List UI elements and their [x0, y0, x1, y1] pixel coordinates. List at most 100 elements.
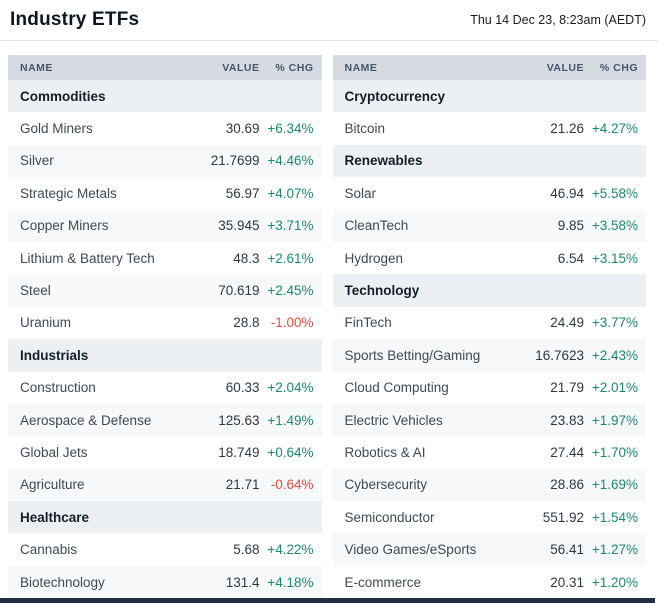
footer-bar	[0, 598, 655, 603]
etf-name: Bitcoin	[344, 121, 386, 137]
section-header-row: Cryptocurrency	[332, 80, 646, 113]
etf-change: +4.46%	[267, 153, 314, 169]
etf-name: Sports Betting/Gaming	[344, 347, 481, 363]
etf-value: 27.44	[550, 444, 584, 460]
etf-value: 23.83	[550, 412, 584, 428]
etf-name: Silver	[20, 153, 54, 169]
etf-change: -0.64%	[270, 477, 314, 493]
etf-row[interactable]: FinTech 24.49 +3.77%	[333, 307, 647, 339]
etf-name: Construction	[20, 380, 96, 396]
etf-row[interactable]: Semiconductor 551.92 +1.54%	[333, 501, 647, 533]
etf-value: 46.94	[550, 185, 584, 201]
etf-change: +3.71%	[267, 218, 314, 234]
etf-row[interactable]: Biotechnology 131.4 +4.18%	[8, 565, 322, 599]
etf-change: +2.45%	[267, 283, 314, 299]
etf-value: 21.26	[550, 121, 584, 137]
column-change: % CHG	[599, 61, 638, 74]
etf-value: 35.945	[218, 218, 260, 234]
etf-name: Cannabis	[20, 542, 78, 558]
etf-row[interactable]: Cloud Computing 21.79 +2.01%	[333, 372, 647, 404]
header-divider	[0, 40, 658, 41]
etf-change: +2.04%	[267, 380, 314, 396]
etf-table-right: NAME VALUE % CHG Cryptocurrency Bitcoin 21.26…	[332, 55, 647, 600]
etf-row[interactable]: Uranium 28.8 -1.00%	[8, 307, 322, 339]
etf-change: +1.20%	[591, 574, 638, 590]
etf-value: 20.31	[550, 574, 584, 590]
etf-change: +4.22%	[267, 542, 314, 558]
etf-row[interactable]: Bitcoin 21.26 +4.27%	[333, 112, 647, 144]
etf-name: FinTech	[344, 315, 392, 331]
etf-change: +1.69%	[591, 477, 638, 493]
etf-change: +1.49%	[267, 412, 314, 428]
etf-value: 5.68	[233, 542, 260, 558]
etf-row[interactable]: Hydrogen 6.54 +3.15%	[333, 242, 647, 274]
etf-value: 56.41	[550, 542, 584, 558]
etf-value: 21.7699	[210, 153, 260, 169]
etf-value: 21.71	[225, 477, 260, 493]
etf-row[interactable]: Cannabis 5.68 +4.22%	[8, 533, 322, 565]
etf-name: Aerospace & Defense	[20, 412, 152, 428]
section-label: Industrials	[20, 347, 89, 363]
etf-row[interactable]: Construction 60.33 +2.04%	[8, 372, 322, 404]
etf-value: 24.49	[550, 315, 584, 331]
section-label: Commodities	[20, 88, 106, 104]
etf-name: Robotics & AI	[344, 444, 426, 460]
etf-row[interactable]: Solar 46.94 +5.58%	[333, 177, 647, 209]
column-name: NAME	[344, 61, 378, 74]
table-header-row: NAME VALUE % CHG	[332, 55, 646, 80]
section-label: Technology	[344, 283, 420, 299]
etf-value: 16.7623	[535, 347, 584, 363]
etf-row[interactable]: Copper Miners 35.945 +3.71%	[8, 209, 322, 242]
etf-row[interactable]: Global Jets 18.749 +0.64%	[8, 436, 322, 468]
etf-row[interactable]: CleanTech 9.85 +3.58%	[332, 209, 646, 242]
etf-row[interactable]: Gold Miners 30.69 +6.34%	[8, 112, 322, 144]
etf-value: 70.619	[218, 283, 260, 299]
etf-name: Global Jets	[20, 444, 88, 460]
etf-change: +1.54%	[591, 509, 638, 525]
section-header-row: Healthcare	[8, 501, 322, 534]
etf-row[interactable]: Robotics & AI 27.44 +1.70%	[333, 436, 647, 468]
etf-name: Steel	[20, 283, 51, 299]
etf-row[interactable]: Strategic Metals 56.97 +4.07%	[8, 177, 322, 209]
etf-name: Hydrogen	[344, 250, 404, 266]
etf-value: 30.69	[225, 121, 260, 137]
etf-name: CleanTech	[344, 218, 409, 234]
etf-row[interactable]: Electric Vehicles 23.83 +1.97%	[332, 403, 646, 437]
column-change: % CHG	[275, 61, 314, 74]
etf-name: Cloud Computing	[344, 380, 449, 396]
column-value: VALUE	[222, 61, 260, 74]
etf-value: 48.3	[233, 250, 260, 266]
etf-row[interactable]: Lithium & Battery Tech 48.3 +2.61%	[8, 242, 322, 274]
etf-table-left: NAME VALUE % CHG Commodities Gold Miners 30.6…	[8, 55, 322, 600]
etf-row[interactable]: Steel 70.619 +2.45%	[8, 274, 322, 307]
etf-name: Biotechnology	[20, 574, 105, 590]
etf-row[interactable]: Video Games/eSports 56.41 +1.27%	[332, 533, 646, 566]
section-label: Renewables	[344, 153, 423, 169]
column-name: NAME	[20, 61, 53, 74]
etf-change: +2.43%	[591, 347, 638, 363]
etf-row[interactable]: Agriculture 21.71 -0.64%	[8, 468, 322, 502]
etf-name: Agriculture	[20, 477, 85, 493]
etf-row[interactable]: Silver 21.7699 +4.46%	[8, 144, 322, 178]
etf-name: Gold Miners	[20, 121, 93, 137]
etf-change: +6.34%	[267, 121, 314, 137]
etf-row[interactable]: Aerospace & Defense 125.63 +1.49%	[8, 403, 322, 437]
etf-value: 6.54	[557, 250, 584, 266]
etf-row[interactable]: E-commerce 20.31 +1.20%	[333, 566, 647, 598]
etf-value: 28.8	[233, 315, 260, 331]
etf-change: +4.18%	[267, 574, 314, 590]
table-header-row: NAME VALUE % CHG	[8, 55, 322, 80]
etf-name: Cybersecurity	[344, 477, 428, 493]
etf-row[interactable]: Cybersecurity 28.86 +1.69%	[332, 468, 646, 502]
etf-change: +0.64%	[267, 444, 314, 460]
etf-row[interactable]: Sports Betting/Gaming 16.7623 +2.43%	[332, 339, 646, 372]
etf-name: Semiconductor	[344, 509, 435, 525]
section-header-row: Commodities	[8, 80, 322, 113]
etf-value: 56.97	[225, 185, 260, 201]
etf-value: 60.33	[225, 380, 260, 396]
etf-change: +3.15%	[591, 250, 638, 266]
topbar: Industry ETFs Thu 14 Dec 23, 8:23am (AED…	[0, 0, 658, 40]
etf-change: +3.77%	[591, 315, 638, 331]
etf-value: 28.86	[550, 477, 584, 493]
